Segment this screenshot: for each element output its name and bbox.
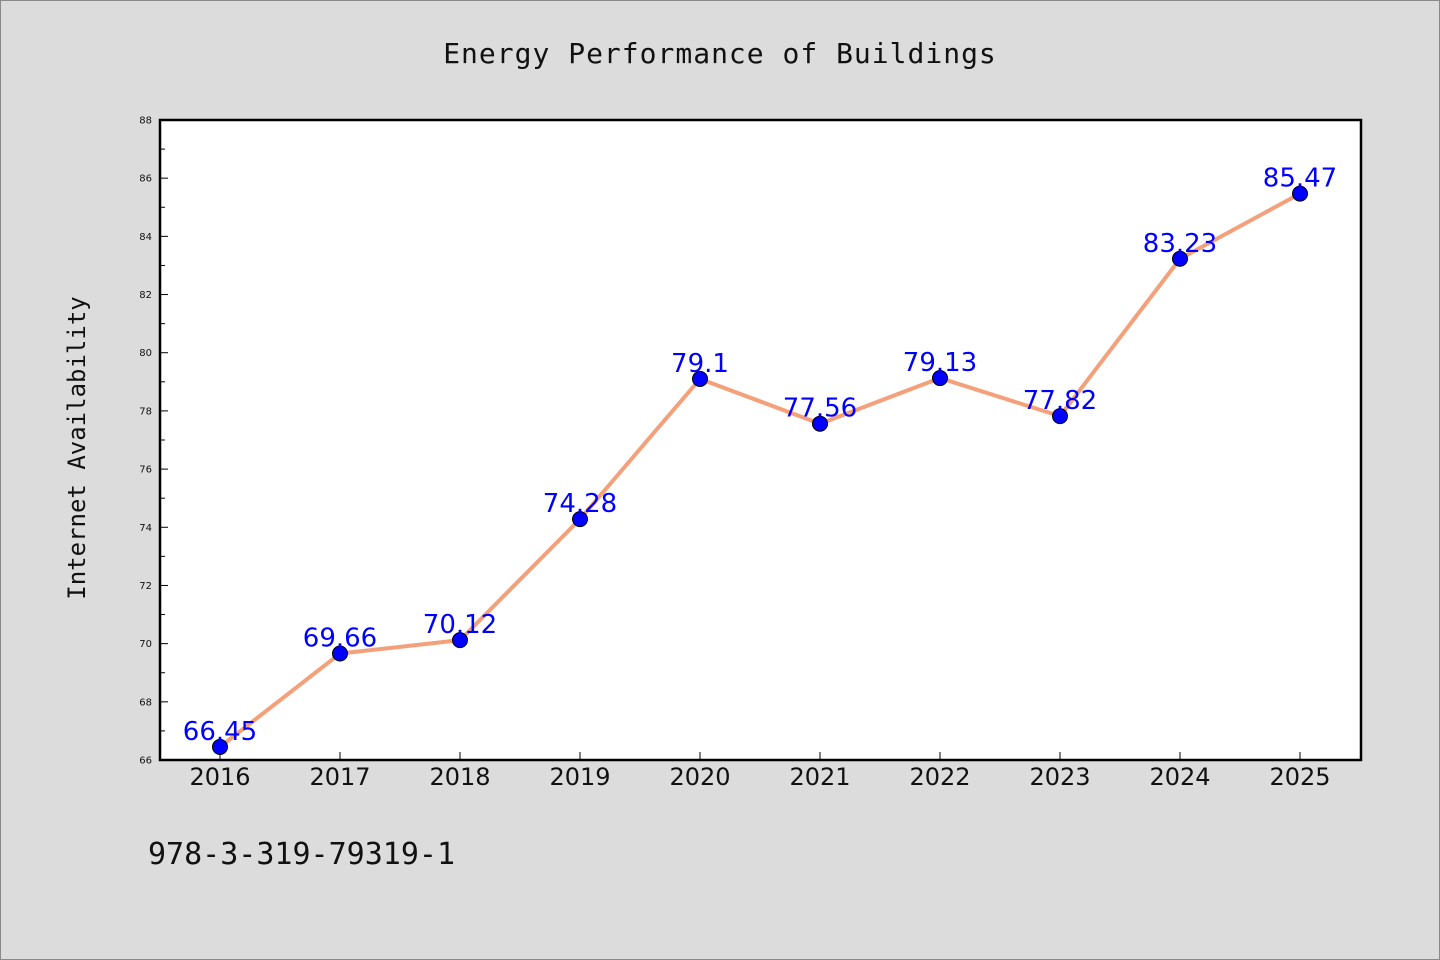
x-tick-label: 2025 <box>1269 763 1330 791</box>
y-tick-label: 78 <box>139 406 152 417</box>
data-label: 77.56 <box>783 394 857 424</box>
data-label: 74.28 <box>543 489 617 519</box>
x-tick-label: 2022 <box>909 763 970 791</box>
x-tick-label: 2019 <box>549 763 610 791</box>
y-tick-label: 68 <box>139 697 152 708</box>
y-tick-label: 72 <box>139 581 152 592</box>
x-axis-ticks: 2016 2017 2018 2019 2020 2021 2022 2023 2024 2025 <box>189 752 1331 791</box>
data-point <box>452 632 468 649</box>
x-tick-label: 2017 <box>309 763 370 791</box>
y-tick-label: 76 <box>139 465 152 476</box>
y-tick-label: 74 <box>139 523 152 534</box>
isbn-text: 978-3-319-79319-1 <box>148 837 455 872</box>
y-tick-label: 80 <box>139 348 152 359</box>
y-tick-label: 84 <box>139 232 152 243</box>
data-markers <box>212 185 1308 755</box>
data-label: 85.47 <box>1263 164 1337 194</box>
data-label: 69.66 <box>303 624 377 654</box>
data-point <box>572 511 588 528</box>
data-label: 79.13 <box>903 348 977 378</box>
y-tick-label: 82 <box>139 290 152 301</box>
data-point <box>1292 185 1308 202</box>
data-labels: 66.45 69.66 70.12 74.28 79.1 77.56 79.13 77.82 8… <box>183 164 1337 747</box>
data-label: 70.12 <box>423 610 497 640</box>
data-label: 66.45 <box>183 717 257 747</box>
x-tick-label: 2021 <box>789 763 850 791</box>
x-tick-label: 2016 <box>189 763 250 791</box>
data-point <box>1052 408 1068 425</box>
y-tick-label: 86 <box>139 174 152 185</box>
data-point <box>212 738 228 755</box>
plot-border <box>158 118 1363 762</box>
data-label: 77.82 <box>1023 386 1097 416</box>
data-point <box>332 645 348 662</box>
series-line <box>218 191 1302 749</box>
data-point <box>932 370 948 387</box>
data-point <box>1172 250 1188 267</box>
y-tick-label: 70 <box>139 639 152 650</box>
x-tick-label: 2024 <box>1149 763 1210 791</box>
x-tick-label: 2023 <box>1029 763 1090 791</box>
y-tick-label: 88 <box>139 116 152 127</box>
data-label: 83.23 <box>1143 229 1217 259</box>
data-point <box>692 370 708 387</box>
x-tick-label: 2020 <box>669 763 730 791</box>
data-point <box>812 415 828 432</box>
data-label: 79.1 <box>671 349 729 379</box>
chart-title: Energy Performance of Buildings <box>443 37 997 70</box>
plot-area <box>160 120 1361 760</box>
y-axis-label: Internet Availability <box>63 296 91 599</box>
y-tick-label: 66 <box>139 756 152 767</box>
x-tick-label: 2018 <box>429 763 490 791</box>
y-axis-ticks: 66 68 70 72 74 76 78 80 82 84 86 88 <box>139 116 168 767</box>
